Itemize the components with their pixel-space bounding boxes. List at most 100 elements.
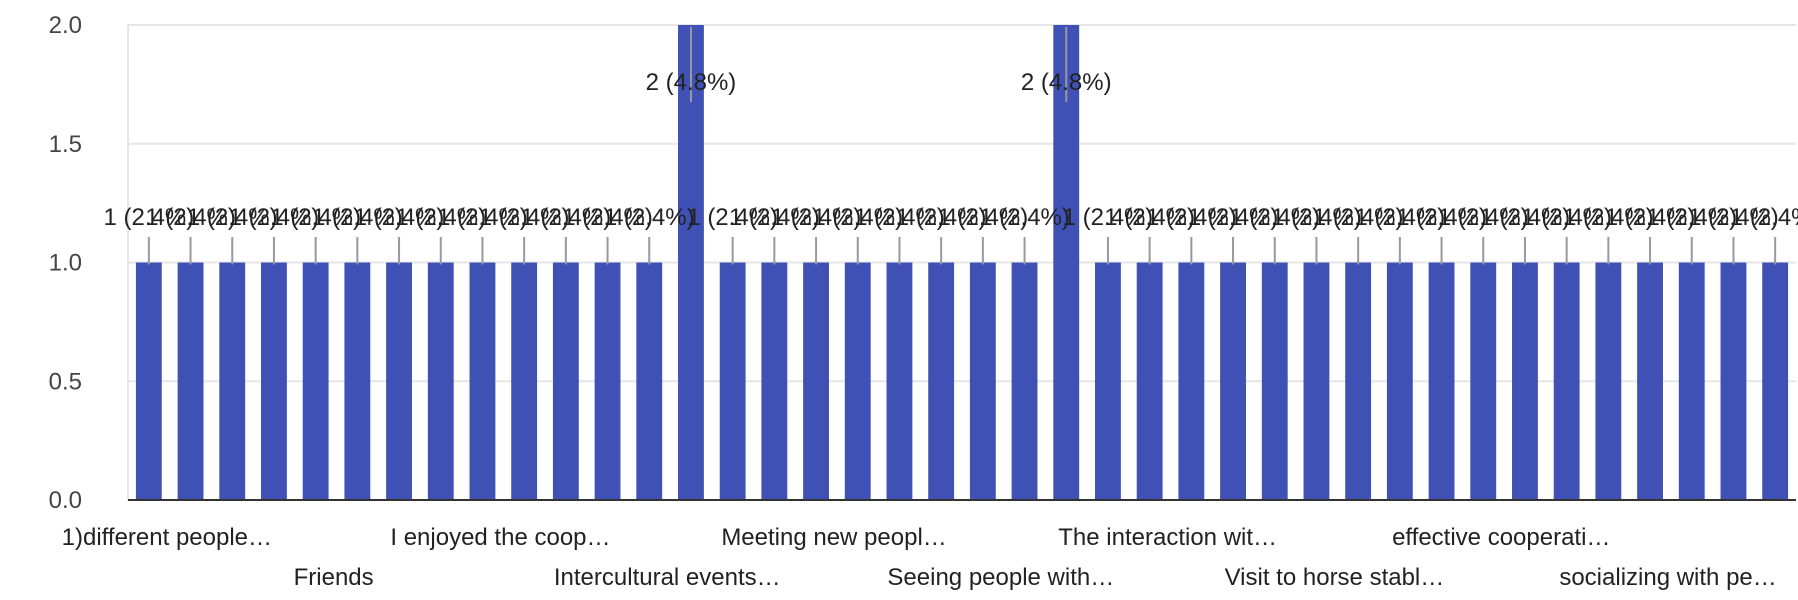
bar: [1512, 262, 1538, 500]
bar: [1053, 25, 1080, 500]
data-label: 1 (2.4%): [812, 204, 903, 231]
data-label: 1 (2.4%): [312, 204, 403, 231]
bar: [1303, 262, 1330, 500]
bar: [177, 262, 204, 500]
bar: [386, 262, 412, 500]
bar: [302, 262, 329, 500]
bar: [219, 262, 246, 500]
bar: [1678, 262, 1705, 500]
bar: [1011, 262, 1038, 500]
data-labels: 1 (2.4%)1 (2.4%)1 (2.4%)1 (2.4%)1 (2.4%)…: [103, 27, 1798, 265]
bar: [1095, 262, 1121, 500]
data-label: 1 (2.4%): [562, 204, 653, 231]
bar: [1762, 262, 1789, 500]
data-label: 1 (2.4%): [1688, 204, 1779, 231]
bar: [1178, 262, 1205, 500]
data-label: 1 (2.4%): [604, 204, 695, 231]
bar: [1428, 262, 1455, 500]
data-label: 1 (2.4%): [354, 204, 445, 231]
bar: [678, 25, 704, 500]
bar: [803, 262, 829, 500]
data-label: 1 (2.4%): [729, 204, 820, 231]
x-tick-label: Friends: [294, 564, 374, 591]
data-label: 1 (2.4%): [1313, 204, 1404, 231]
data-label: 2 (4.8%): [646, 69, 737, 96]
data-label: 1 (2.4%): [1730, 204, 1798, 231]
data-label: 2 (4.8%): [1021, 69, 1112, 96]
data-label: 1 (2.4%): [479, 204, 570, 231]
data-label: 1 (2.4%): [896, 204, 987, 231]
bar: [594, 262, 621, 500]
x-tick-label: 1)different people…: [62, 524, 272, 551]
x-tick-label: I enjoyed the coop…: [390, 524, 610, 551]
y-tick-label: 1.0: [49, 250, 82, 277]
y-tick-label: 0.5: [49, 368, 82, 395]
bar: [1553, 262, 1580, 500]
gridlines: [127, 24, 1796, 501]
data-label: 1 (2.4%): [1146, 204, 1237, 231]
data-label: 1 (2.4%): [1354, 204, 1445, 231]
data-label: 1 (2.4%): [1438, 204, 1529, 231]
bar: [1595, 262, 1622, 500]
y-tick-label: 0.0: [49, 487, 82, 514]
data-label: 1 (2.4%): [1521, 204, 1612, 231]
bar: [1470, 262, 1497, 500]
data-label: 1 (2.4%): [395, 204, 486, 231]
data-label: 1 (2.4%): [771, 204, 862, 231]
bar: [636, 262, 663, 500]
x-tick-label: effective cooperati…: [1392, 524, 1610, 551]
data-label: 1 (2.4%): [1646, 204, 1737, 231]
bar: [1136, 262, 1163, 500]
bar: [1220, 262, 1246, 500]
bar: [1261, 262, 1288, 500]
bar: [886, 262, 913, 500]
data-label: 1 (2.4%): [1104, 204, 1195, 231]
y-tick-label: 2.0: [49, 12, 82, 39]
bar: [261, 262, 287, 500]
bar: [1345, 262, 1372, 500]
data-label: 1 (2.4%): [937, 204, 1028, 231]
bar: [469, 262, 496, 500]
bar: [761, 262, 788, 500]
data-label: 1 (2.4%): [103, 204, 194, 231]
data-label: 1 (2.4%): [1271, 204, 1362, 231]
data-label: 1 (2.4%): [1063, 204, 1154, 231]
y-axis-ticks: 0.0 0.5 1.0 1.5 2.0: [49, 12, 82, 514]
x-tick-label: Intercultural events…: [554, 564, 781, 591]
bar: [427, 262, 454, 500]
bar: [844, 262, 871, 500]
bar: [969, 262, 996, 500]
bar: [1720, 262, 1747, 500]
data-label: 1 (2.4%): [1396, 204, 1487, 231]
x-tick-label: Seeing people with…: [887, 564, 1114, 591]
data-label: 1 (2.4%): [520, 204, 611, 231]
bar: [344, 262, 371, 500]
bar: [928, 262, 955, 500]
data-label: 1 (2.4%): [187, 204, 278, 231]
data-label: 1 (2.4%): [437, 204, 528, 231]
data-label: 1 (2.4%): [1480, 204, 1571, 231]
bar: [511, 262, 538, 500]
data-label: 1 (2.4%): [687, 204, 778, 231]
x-tick-label: Visit to horse stabl…: [1225, 564, 1445, 591]
data-label: 1 (2.4%): [229, 204, 320, 231]
data-label: 1 (2.4%): [145, 204, 236, 231]
bar: [719, 262, 746, 500]
x-axis-labels: 1)different people… Friends I enjoyed the …: [62, 524, 1777, 591]
bar: [135, 262, 162, 500]
data-label: 1 (2.4%): [270, 204, 361, 231]
x-tick-label: socializing with pe…: [1559, 564, 1776, 591]
bar: [1637, 262, 1663, 500]
data-label: 1 (2.4%): [1563, 204, 1654, 231]
data-label: 1 (2.4%): [1229, 204, 1320, 231]
bars: [135, 25, 1789, 500]
data-label: 1 (2.4%): [854, 204, 945, 231]
data-label: 1 (2.4%): [1188, 204, 1279, 231]
x-tick-label: Meeting new peopl…: [721, 524, 946, 551]
data-label: 1 (2.4%): [1605, 204, 1696, 231]
bar: [1386, 262, 1413, 500]
bar: [552, 262, 579, 500]
y-tick-label: 1.5: [49, 131, 82, 158]
data-label: 1 (2.4%): [979, 204, 1070, 231]
